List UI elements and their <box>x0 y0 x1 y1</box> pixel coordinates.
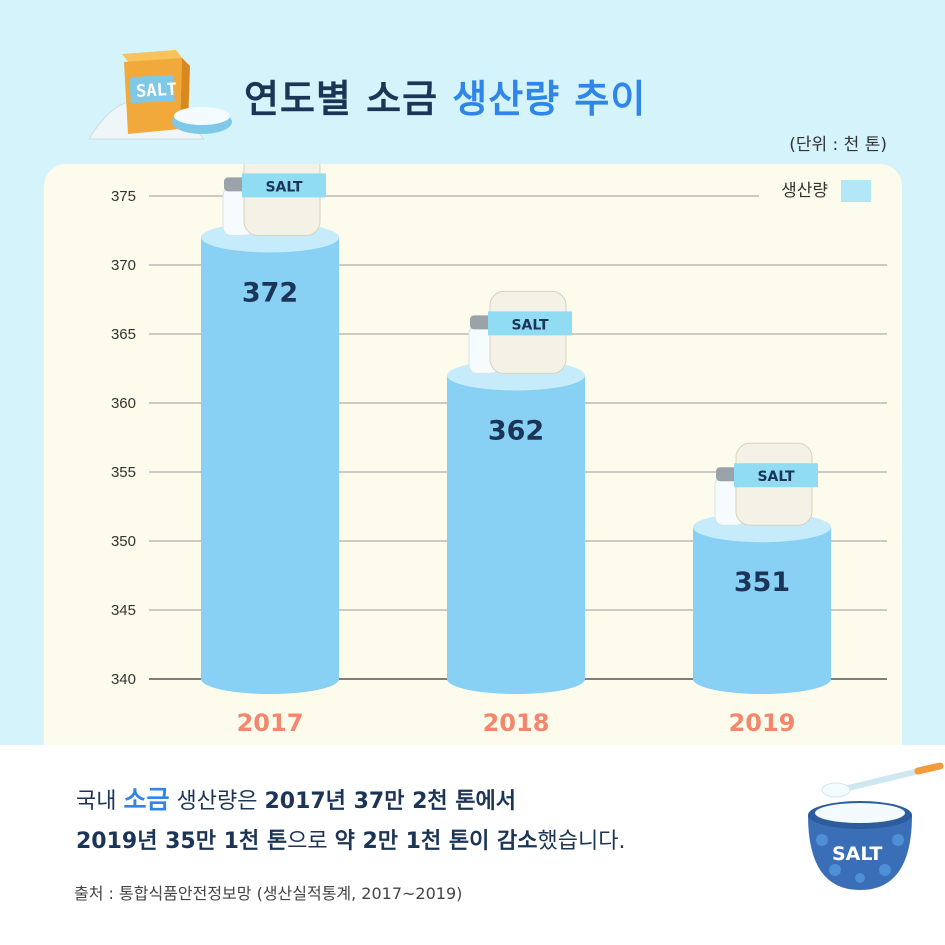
summary-line-1: 국내 소금 생산량은 2017년 37만 2천 톤에서 <box>76 780 625 822</box>
summary-decrease: 약 2만 1천 톤이 감소 <box>334 829 538 854</box>
summary-l2-text: 으로 <box>287 829 335 854</box>
data-label: 362 <box>488 415 544 446</box>
summary-l1-text2: 생산량은 <box>169 789 265 814</box>
summary-2017-value: 2017년 37만 2천 톤에서 <box>264 789 517 814</box>
salt-bag-icon: SALT <box>488 290 572 374</box>
data-label: 372 <box>242 277 298 308</box>
salt-box-illustration: SALT <box>88 50 232 140</box>
bar-base <box>693 664 831 694</box>
bag-band <box>734 463 818 488</box>
bag-band <box>488 311 572 336</box>
bar-base <box>201 664 339 694</box>
chart-panel: 375 370 365 360 355 350 345 340 SALT 372 SALT 362 S… <box>44 164 902 745</box>
x-tick-label: 2017 <box>237 709 304 737</box>
bar-2017: SALT 372 <box>201 164 339 694</box>
bar-2019: SALT 351 <box>693 442 831 694</box>
summary-salt-highlight: 소금 <box>123 785 170 814</box>
summary-line-2: 2019년 35만 1천 톤으로 약 2만 1천 톤이 감소했습니다. <box>76 822 625 862</box>
title-part2: 생산량 추이 <box>452 77 647 121</box>
bag-label: SALT <box>757 469 795 485</box>
x-tick-label: 2019 <box>729 709 796 737</box>
bar-body <box>693 527 831 679</box>
y-tick-label: 345 <box>111 602 136 619</box>
bowl-label: SALT <box>832 843 882 865</box>
bag-band <box>242 173 326 198</box>
y-tick-label: 350 <box>111 533 136 550</box>
salt-box-label: SALT <box>136 80 178 102</box>
bar-2018: SALT 362 <box>447 290 585 694</box>
y-tick-label: 370 <box>111 257 136 274</box>
y-tick-label: 365 <box>111 326 136 343</box>
bar-body <box>447 375 585 679</box>
bar-body <box>201 237 339 679</box>
source-citation: 출처 : 통합식품안전정보망 (생산실적통계, 2017~2019) <box>74 884 463 903</box>
bag-label: SALT <box>265 179 303 195</box>
title-part1: 연도별 소금 <box>244 77 439 121</box>
legend-swatch <box>841 180 871 202</box>
summary-l2-end: 했습니다. <box>537 829 626 854</box>
data-label: 351 <box>734 567 790 598</box>
summary-2019-value: 2019년 35만 1천 톤 <box>76 829 288 854</box>
page-title: 연도별 소금 생산량 추이 <box>244 68 646 123</box>
bag-label: SALT <box>511 317 549 333</box>
salt-bowl-illustration: SALT <box>808 762 944 890</box>
y-tick-label: 375 <box>111 188 136 205</box>
salt-bag-icon: SALT <box>242 164 326 236</box>
summary-l1-text: 국내 <box>76 789 124 814</box>
y-tick-label: 355 <box>111 464 136 481</box>
salt-bag-icon: SALT <box>734 442 818 526</box>
y-tick-label: 340 <box>111 671 136 688</box>
bar-base <box>447 664 585 694</box>
legend-label: 생산량 <box>781 181 828 201</box>
summary-text: 국내 소금 생산량은 2017년 37만 2천 톤에서 2019년 35만 1천… <box>76 780 625 862</box>
x-tick-label: 2018 <box>483 709 550 737</box>
unit-label: (단위 : 천 톤) <box>789 135 887 155</box>
y-tick-label: 360 <box>111 395 136 412</box>
